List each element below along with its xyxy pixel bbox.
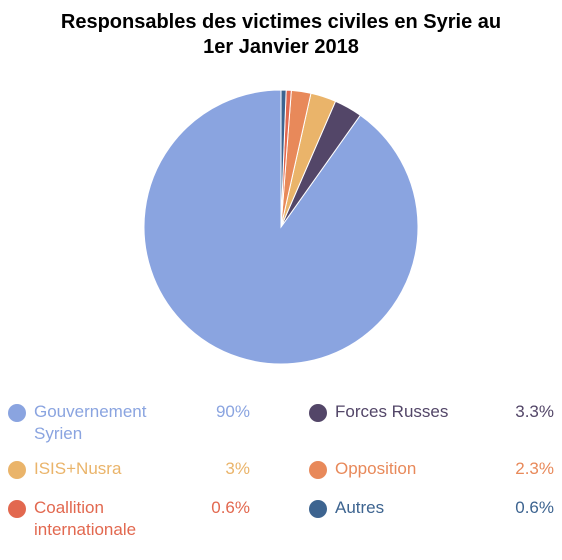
legend-label-line-2: Syrien — [34, 424, 82, 443]
legend-value: 2.3% — [515, 458, 554, 480]
legend-label-line-1: Forces Russes — [335, 402, 448, 421]
legend-label-line-1: Gouvernement — [34, 402, 146, 421]
legend-label-line-2: internationale — [34, 520, 136, 539]
legend-item-coallition-internationale: Coallition internationale 0.6% — [8, 497, 258, 537]
legend-label-line-1: ISIS+Nusra — [34, 459, 121, 478]
legend-label: Opposition — [335, 458, 416, 480]
legend-swatch — [8, 461, 26, 479]
legend-item-gouvernement-syrien: Gouvernement Syrien 90% — [8, 401, 258, 441]
legend-value: 0.6% — [515, 497, 554, 519]
legend-label-line-1: Coallition — [34, 498, 104, 517]
legend-item-autres: Autres 0.6% — [309, 497, 554, 537]
legend-item-isis-nusra: ISIS+Nusra 3% — [8, 458, 258, 498]
legend-value: 3% — [225, 458, 250, 480]
legend-swatch — [309, 461, 327, 479]
legend-swatch — [309, 500, 327, 518]
legend-swatch — [8, 404, 26, 422]
legend-label: Forces Russes — [335, 401, 448, 423]
pie-chart — [0, 0, 562, 380]
legend-value: 0.6% — [211, 497, 250, 519]
legend-label-line-1: Autres — [335, 498, 384, 517]
legend-value: 90% — [216, 401, 250, 423]
legend-label-line-1: Opposition — [335, 459, 416, 478]
legend-label: ISIS+Nusra — [34, 458, 121, 480]
legend-swatch — [309, 404, 327, 422]
legend-item-forces-russes: Forces Russes 3.3% — [309, 401, 554, 441]
legend-value: 3.3% — [515, 401, 554, 423]
legend-label: Gouvernement Syrien — [34, 401, 146, 445]
legend-swatch — [8, 500, 26, 518]
legend-label: Coallition internationale — [34, 497, 136, 541]
legend-label: Autres — [335, 497, 384, 519]
legend-item-opposition: Opposition 2.3% — [309, 458, 554, 498]
